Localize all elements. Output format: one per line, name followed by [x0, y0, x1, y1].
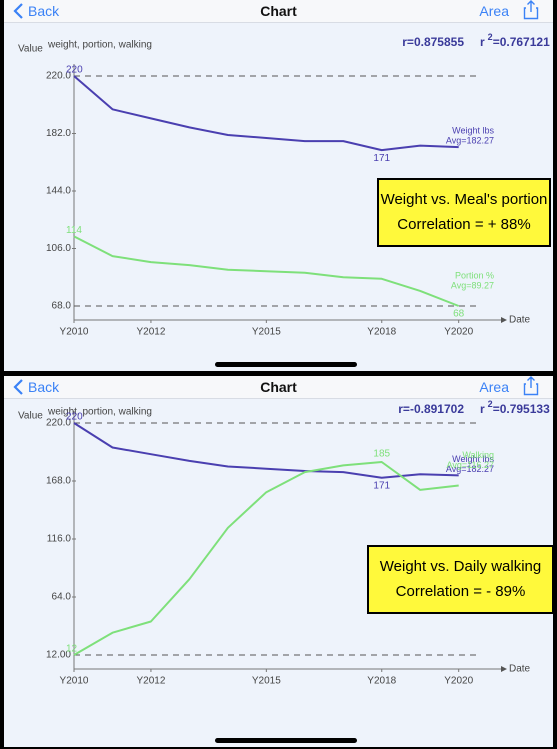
legend-name: Weight lbs [452, 125, 494, 135]
r-value: r=0.875855 [402, 35, 464, 49]
x-axis-arrow [501, 666, 507, 672]
nav-title: Chart [4, 379, 553, 395]
subtitle: weight, portion, walking [47, 40, 152, 51]
r-squared-base: r [480, 35, 485, 49]
y-axis-label: Value [18, 44, 43, 55]
nav-title: Chart [4, 3, 553, 19]
data-label: 171 [373, 153, 390, 164]
page: {"screens": [ {"nav": {"back": "Back", "… [0, 0, 557, 749]
subtitle: weight, portion, walking [47, 407, 152, 418]
r-value: r=-0.891702 [398, 402, 464, 416]
data-label: 12 [66, 644, 78, 655]
screen: Back Chart Area Value weight, portion, wa… [4, 0, 553, 371]
x-tick-label: Y2010 [60, 676, 89, 687]
r-squared-value: =0.767121 [493, 35, 550, 49]
data-label: 68 [453, 309, 465, 320]
x-tick-label: Y2012 [136, 676, 165, 687]
legend-name: Portion % [455, 270, 494, 280]
annotation-text: Correlation = - 89% [396, 583, 526, 600]
y-tick-label: 144.0 [46, 186, 71, 197]
data-label: 220 [66, 412, 83, 423]
x-tick-label: Y2015 [252, 676, 281, 687]
annotation-text: Weight vs. Daily walking [380, 558, 541, 575]
y-tick-label: 68.0 [52, 301, 72, 312]
chart: Value weight, portion, walking r=-0.891702… [4, 399, 553, 739]
data-label: 220 [66, 65, 83, 76]
y-tick-label: 168.0 [46, 476, 71, 487]
series-line [74, 423, 459, 478]
legend-avg: Avg=116.27 [447, 460, 494, 470]
y-axis-label: Value [18, 411, 43, 422]
x-axis-arrow [501, 317, 507, 323]
area-button[interactable]: Area [479, 379, 509, 395]
annotation-box [368, 546, 553, 613]
x-tick-label: Y2010 [60, 327, 89, 338]
legend-name: Walking [462, 450, 494, 460]
data-label: 171 [373, 480, 390, 491]
x-tick-label: Y2012 [136, 327, 165, 338]
nav-bar: Back Chart Area [4, 376, 553, 399]
x-tick-label: Y2020 [444, 676, 473, 687]
annotation-box [378, 179, 550, 246]
x-axis-label: Date [509, 315, 531, 326]
area-button[interactable]: Area [479, 3, 509, 19]
r-squared-base: r [480, 402, 485, 416]
share-icon[interactable] [523, 0, 539, 20]
y-tick-label: 64.0 [52, 592, 72, 603]
nav-bar: Back Chart Area [4, 0, 553, 23]
data-label: 114 [66, 225, 82, 236]
x-axis-label: Date [509, 664, 531, 675]
annotation-text: Correlation = + 88% [397, 216, 530, 233]
home-indicator [215, 362, 357, 367]
series-line [74, 76, 459, 150]
home-indicator [215, 738, 357, 743]
annotation-text: Weight vs. Meal's portion [381, 191, 548, 208]
screen: Back Chart Area Value weight, portion, wa… [4, 376, 553, 747]
y-tick-label: 116.0 [47, 534, 72, 545]
data-label: 185 [373, 449, 390, 460]
legend-avg: Avg=89.27 [451, 280, 494, 290]
r-squared-value: =0.795133 [493, 402, 550, 416]
chart: Value weight, portion, walking r=0.875855 r… [4, 23, 553, 363]
x-tick-label: Y2015 [252, 327, 281, 338]
x-tick-label: Y2018 [367, 327, 396, 338]
x-tick-label: Y2018 [367, 676, 396, 687]
legend-avg: Avg=182.27 [446, 135, 494, 145]
y-tick-label: 106.0 [46, 243, 71, 254]
share-icon[interactable] [523, 376, 539, 396]
x-tick-label: Y2020 [444, 327, 473, 338]
y-tick-label: 182.0 [46, 128, 71, 139]
